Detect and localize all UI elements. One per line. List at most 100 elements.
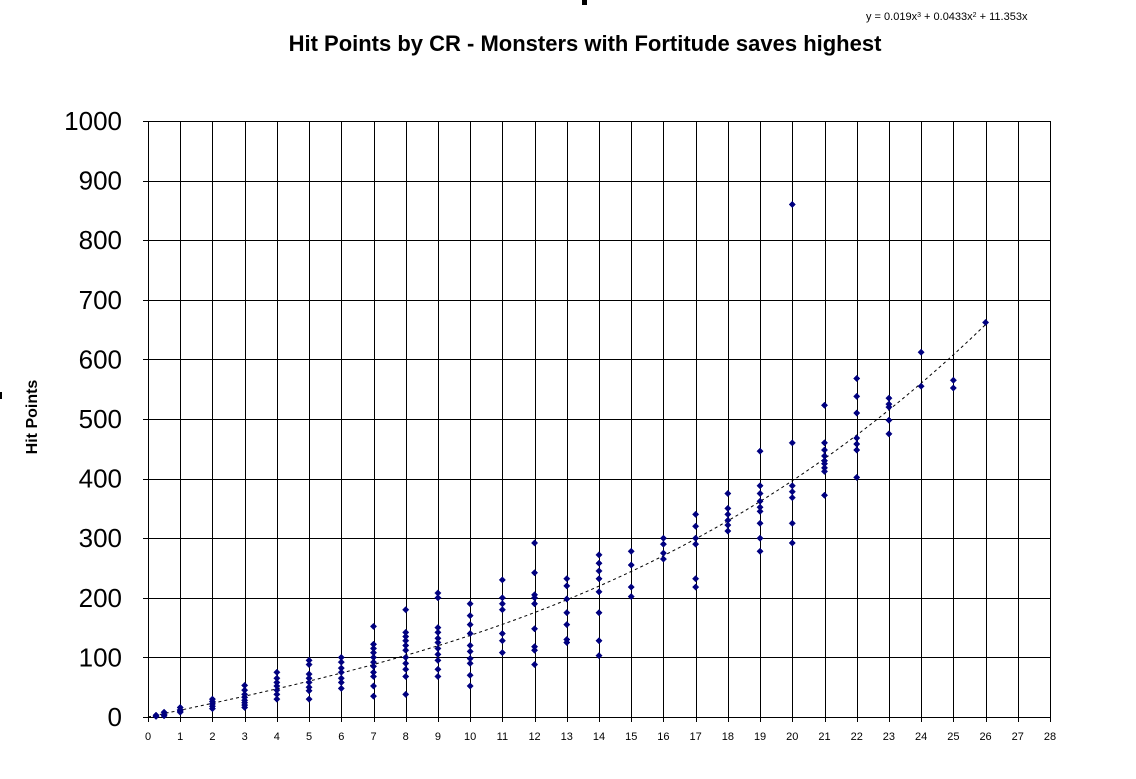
x-tick-label: 7 (370, 731, 376, 743)
x-tick-label: 27 (1012, 731, 1024, 743)
data-point (756, 482, 764, 490)
x-tick-labels: 0 1 2 3 4 5 6 7 8 9 10 11 12 13 14 15 16 17 18 19 20 21 22 23 24… (145, 731, 1056, 743)
artifact-mark-left (0, 392, 2, 399)
y-tick-label: 700 (79, 285, 122, 315)
data-point (531, 539, 539, 547)
trendline (147, 324, 986, 718)
x-tick-label: 8 (403, 731, 409, 743)
data-point (241, 703, 249, 712)
data-point (788, 494, 796, 502)
x-tick-label: 18 (722, 731, 734, 743)
data-point (788, 200, 796, 208)
x-tick-label: 26 (979, 731, 991, 743)
data-point (434, 656, 442, 664)
data-point (788, 539, 796, 547)
x-tick-label: 19 (754, 731, 766, 743)
trendline-equation: y = 0.019x3 + 0.0433x2 + 11.353x (866, 11, 1028, 23)
data-point (756, 547, 764, 555)
data-point (337, 684, 345, 692)
data-point (563, 638, 571, 647)
data-point (498, 649, 506, 657)
data-point (627, 561, 635, 569)
data-point (305, 695, 313, 703)
x-tick-label: 11 (497, 731, 508, 743)
data-point (369, 672, 378, 681)
data-point (627, 593, 635, 601)
x-tick-label: 17 (690, 731, 702, 743)
data-point (160, 712, 168, 720)
x-tick-label: 25 (947, 731, 959, 743)
data-point (627, 547, 635, 555)
y-tick-label: 1000 (64, 106, 122, 136)
data-point (853, 446, 861, 454)
data-point (820, 401, 829, 409)
data-point (820, 439, 829, 447)
x-tick-label: 6 (338, 731, 344, 743)
trendline-path (147, 324, 986, 718)
data-point (466, 659, 474, 667)
x-tick-label: 22 (851, 731, 863, 743)
data-point (402, 665, 410, 673)
data-point (531, 600, 539, 608)
data-point (531, 646, 539, 654)
data-point (595, 609, 603, 617)
x-tick-label: 5 (306, 731, 312, 743)
data-point (305, 687, 313, 695)
data-point (659, 555, 667, 563)
x-tick-label: 16 (657, 731, 669, 743)
data-point (434, 672, 442, 681)
data-point (305, 660, 313, 669)
data-point (595, 567, 603, 575)
y-axis-label: Hit Points (24, 380, 41, 455)
x-tick-label: 2 (209, 731, 215, 743)
data-point (659, 540, 667, 548)
data-point (595, 551, 603, 559)
data-point (756, 507, 764, 515)
data-point (369, 692, 378, 700)
data-point (402, 690, 410, 698)
data-point (402, 606, 410, 614)
data-point (756, 447, 764, 455)
data-point (885, 403, 893, 411)
x-tick-label: 13 (561, 731, 573, 743)
data-point (402, 672, 410, 681)
x-tick-label: 3 (242, 731, 248, 743)
data-point (949, 376, 957, 384)
data-point (563, 595, 571, 603)
x-tick-label: 0 (145, 731, 151, 743)
x-tick-label: 1 (177, 731, 183, 743)
x-tick-label: 12 (528, 731, 540, 743)
data-point (402, 646, 410, 654)
data-point (595, 575, 603, 583)
x-tick-label: 21 (818, 731, 830, 743)
grid (143, 121, 1051, 722)
x-tick-label: 14 (593, 731, 605, 743)
data-point (531, 569, 539, 577)
data-point (466, 647, 474, 655)
data-point (853, 473, 861, 481)
data-point (788, 519, 796, 527)
data-point (595, 652, 603, 660)
data-point (756, 519, 764, 527)
data-point (853, 374, 861, 383)
data-point (853, 392, 861, 400)
x-tick-label: 15 (625, 731, 637, 743)
data-point (369, 622, 378, 630)
data-point (853, 409, 861, 417)
y-tick-label: 800 (79, 225, 122, 255)
data-point (756, 489, 764, 498)
y-tick-label: 200 (79, 583, 122, 613)
data-point (434, 665, 442, 673)
x-tick-label: 20 (786, 731, 798, 743)
data-point (466, 682, 474, 690)
data-point (692, 583, 700, 591)
x-tick-label: 9 (435, 731, 441, 743)
data-point (563, 582, 571, 590)
data-point (563, 609, 571, 617)
data-point (498, 637, 506, 645)
data-point (949, 384, 957, 392)
y-tick-label: 500 (79, 404, 122, 434)
data-point (208, 705, 216, 713)
data-point (466, 612, 474, 620)
